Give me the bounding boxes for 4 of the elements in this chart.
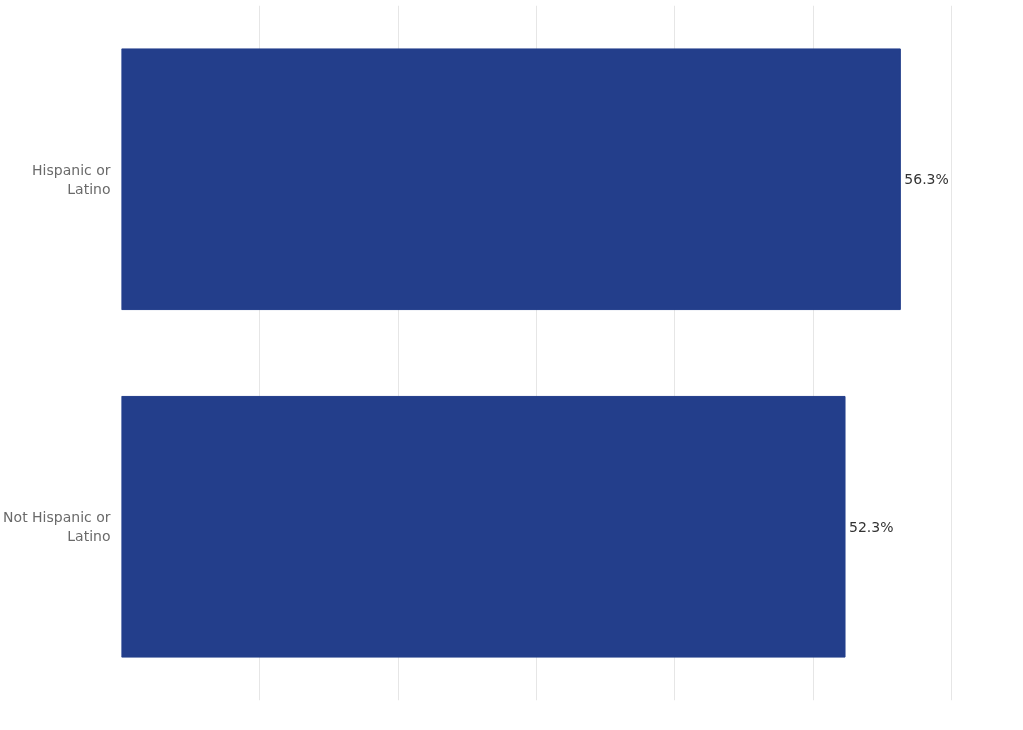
y-tick-label: Hispanic or Latino xyxy=(32,161,111,197)
y-tick-label: Not Hispanic or Latino xyxy=(3,509,111,545)
data-label: 56.3% xyxy=(904,171,949,188)
data-label: 52.3% xyxy=(849,518,894,535)
